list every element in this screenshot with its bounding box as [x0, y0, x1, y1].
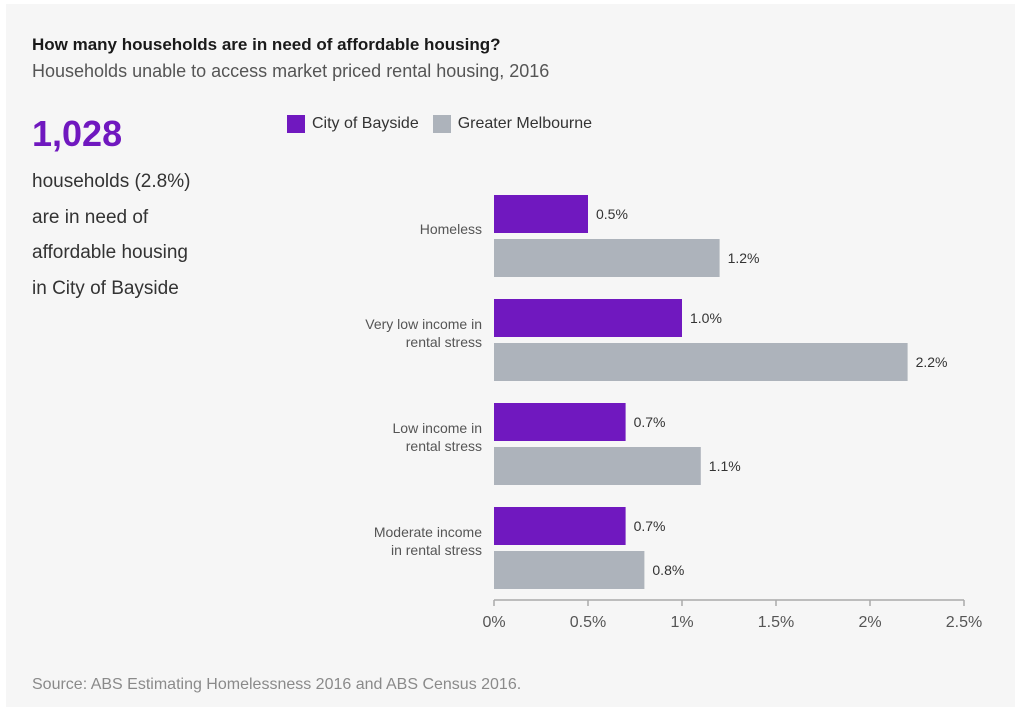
data-label: 1.2%	[728, 250, 760, 266]
x-tick-label: 0.5%	[570, 614, 606, 631]
x-tick-label: 1.5%	[758, 614, 794, 631]
category-label: rental stress	[406, 334, 482, 350]
legend-item-bayside[interactable]: City of Bayside	[287, 115, 419, 133]
x-tick-label: 2.5%	[946, 614, 982, 631]
bar-bayside	[494, 507, 626, 545]
x-tick-label: 0%	[482, 614, 505, 631]
legend-item-melbourne[interactable]: Greater Melbourne	[432, 115, 593, 133]
x-tick-label: 2%	[858, 614, 881, 631]
data-label: 2.2%	[916, 354, 948, 370]
bar-bayside	[494, 195, 588, 233]
chart-subtitle: Households unable to access market price…	[32, 61, 550, 81]
bar-melbourne	[494, 239, 720, 277]
legend-swatch-melbourne	[432, 115, 451, 133]
data-label: 0.8%	[652, 562, 684, 578]
headline-line: affordable housing	[32, 242, 188, 263]
legend-swatch-bayside	[287, 115, 305, 133]
bar-bayside	[494, 299, 682, 337]
category-label: Homeless	[420, 221, 482, 237]
data-label: 0.7%	[634, 414, 666, 430]
headline-line: households (2.8%)	[32, 171, 191, 192]
data-label: 1.1%	[709, 458, 741, 474]
category-label: in rental stress	[391, 542, 482, 558]
category-label: rental stress	[406, 438, 482, 454]
category-label: Very low income in	[365, 316, 482, 332]
bar-melbourne	[494, 447, 701, 485]
data-label: 1.0%	[690, 310, 722, 326]
source-note: Source: ABS Estimating Homelessness 2016…	[32, 676, 522, 693]
x-tick-label: 1%	[670, 614, 693, 631]
headline-line: in City of Bayside	[32, 277, 179, 299]
bar-bayside	[494, 403, 626, 441]
category-label: Low income in	[393, 420, 483, 436]
headline-description: households (2.8%) are in need of afforda…	[32, 164, 190, 306]
data-label: 0.5%	[596, 206, 628, 222]
chart-legend: City of Bayside Greater Melbourne	[287, 115, 606, 133]
legend-label-melbourne: Greater Melbourne	[457, 115, 593, 132]
bar-melbourne	[494, 551, 645, 589]
bar-melbourne	[494, 343, 908, 381]
chart-title: How many households are in need of affor…	[32, 35, 501, 54]
legend-label-bayside: City of Bayside	[312, 115, 419, 132]
category-label: Moderate income	[374, 524, 482, 540]
headline-line: are in need of	[32, 206, 149, 228]
headline-number: 1,028	[32, 113, 123, 154]
data-label: 0.7%	[634, 518, 666, 534]
